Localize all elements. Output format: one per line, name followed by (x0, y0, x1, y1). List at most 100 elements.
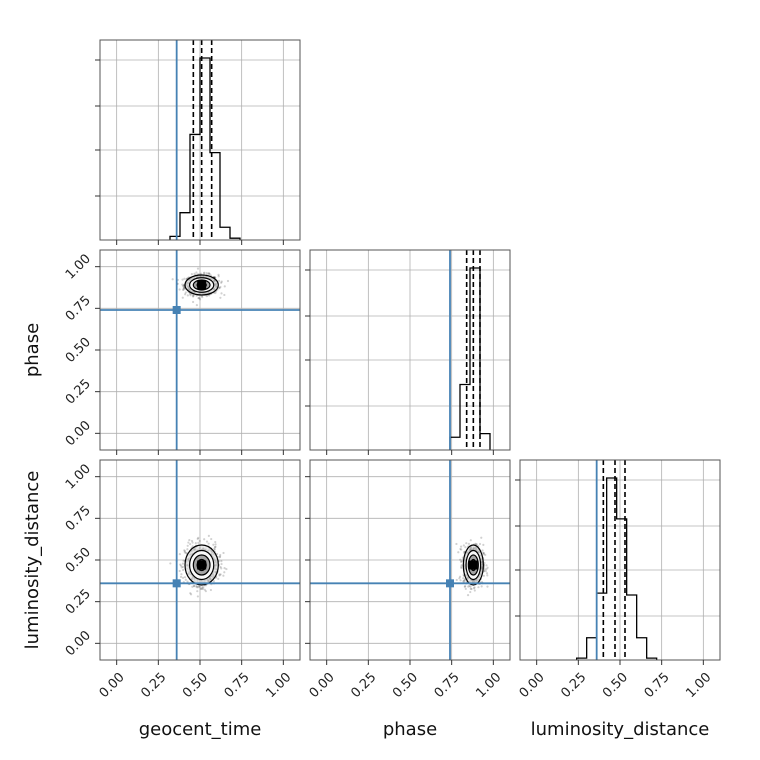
sample-point (481, 549, 484, 552)
sample-point (466, 594, 470, 597)
sample-point (470, 587, 473, 591)
sample-point (464, 587, 467, 590)
sample-point (212, 543, 215, 546)
sample-point (204, 590, 207, 593)
sample-point (182, 559, 185, 562)
x-tick-label-geocent-time-3: 0.75 (222, 670, 253, 701)
sample-point (460, 566, 463, 570)
sample-point (468, 584, 471, 587)
sample-point (220, 567, 223, 570)
sample-point (220, 292, 223, 295)
y-tick-label-phase-0: 0.00 (63, 418, 94, 449)
x-tick-label-geocent-time-1: 0.25 (138, 670, 169, 701)
sample-point (171, 278, 174, 281)
sample-point (462, 580, 465, 583)
sample-point (199, 587, 202, 590)
sample-point (189, 294, 192, 297)
sample-point (459, 560, 463, 563)
sample-point (220, 281, 223, 284)
y-tick-label-luminosity-distance-1: 0.25 (63, 586, 94, 617)
sample-point (191, 300, 195, 304)
sample-point (187, 541, 190, 544)
sample-point (196, 586, 199, 589)
truth-marker-phase-luminosity-distance (446, 579, 454, 588)
sample-point (483, 569, 486, 573)
sample-point (191, 295, 195, 298)
x-tick-label-luminosity-distance-1: 0.25 (558, 670, 589, 701)
sample-point (465, 542, 468, 545)
sample-point (196, 537, 199, 540)
sample-point (214, 543, 217, 546)
sample-point (201, 296, 204, 299)
sample-point (218, 555, 222, 558)
sample-point (192, 294, 195, 297)
x-tick-label-luminosity-distance-0: 0.00 (517, 670, 548, 701)
sample-point (183, 549, 186, 552)
sample-point (186, 580, 189, 583)
sample-point (202, 586, 205, 589)
sample-point (218, 573, 221, 576)
histogram-geocent-time (169, 57, 241, 240)
sample-point (459, 558, 462, 561)
sample-point (180, 573, 183, 576)
sample-point (191, 545, 194, 548)
y-axis-label-luminosity-distance: luminosity_distance (22, 471, 43, 650)
sample-point (217, 577, 220, 580)
sample-point (191, 541, 194, 544)
sample-point (459, 545, 463, 548)
sample-point (189, 592, 192, 595)
sample-point (207, 542, 210, 545)
sample-point (202, 272, 206, 275)
sample-point (203, 588, 206, 591)
sample-point (195, 304, 198, 307)
sample-point (220, 560, 223, 563)
sample-point (214, 540, 217, 544)
sample-point (217, 279, 221, 282)
sample-point (467, 585, 470, 588)
sample-point (207, 534, 210, 538)
histogram-phase (449, 267, 491, 450)
sample-point (208, 272, 211, 275)
sample-point (482, 574, 485, 577)
sample-point (208, 294, 211, 297)
sample-point (191, 585, 194, 588)
sample-point (181, 576, 185, 579)
sample-point (213, 547, 216, 550)
sample-point (218, 574, 221, 577)
sample-point (485, 564, 488, 567)
sample-point (193, 272, 196, 275)
x-tick-label-geocent-time-0: 0.00 (97, 670, 128, 701)
sample-point (183, 576, 187, 579)
y-tick-label-phase-3: 0.75 (63, 293, 94, 324)
sample-point (205, 295, 208, 298)
sample-point (458, 577, 461, 580)
sample-point (473, 589, 476, 592)
sample-point (482, 543, 485, 546)
sample-point (223, 567, 226, 570)
sample-point (477, 586, 480, 589)
sample-point (178, 553, 181, 556)
sample-point (222, 574, 225, 577)
density-peak-phase-luminosity-distance (468, 560, 478, 570)
sample-point (219, 285, 222, 289)
sample-point (197, 297, 201, 300)
sample-point (184, 551, 187, 555)
sample-point (189, 593, 193, 596)
sample-point (213, 545, 217, 549)
x-tick-label-phase-3: 0.75 (432, 670, 463, 701)
sample-point (462, 579, 466, 582)
sample-point (186, 544, 189, 547)
sample-point (200, 272, 203, 275)
sample-point (483, 568, 486, 571)
sample-point (207, 272, 210, 275)
y-tick-label-luminosity-distance-3: 0.75 (63, 503, 94, 534)
x-tick-label-luminosity-distance-2: 0.50 (600, 670, 631, 701)
sample-point (197, 536, 200, 539)
sample-point (217, 275, 220, 278)
sample-point (189, 543, 192, 546)
sample-point (223, 293, 226, 297)
sample-point (478, 542, 482, 546)
sample-point (188, 538, 191, 542)
sample-point (201, 587, 204, 590)
